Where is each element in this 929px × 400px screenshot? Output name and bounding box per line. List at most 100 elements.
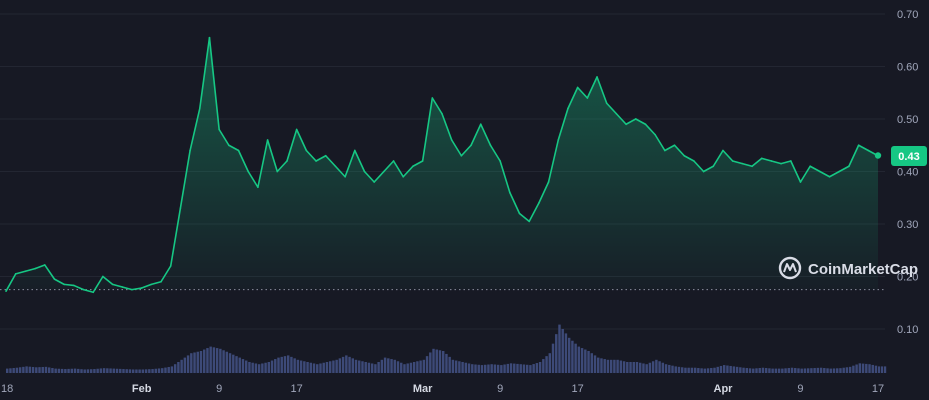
price-line-segment [441,112,453,141]
volume-bar [374,364,377,373]
volume-bar [700,368,703,373]
volume-bar [280,356,283,373]
volume-bar [622,361,626,373]
volume-bar [345,355,348,373]
price-line-segment [789,160,802,183]
price-line-segment [111,283,124,288]
volume-bar [529,365,532,373]
volume-bar [593,355,597,373]
price-line-segment [247,170,259,189]
volume-bar [22,366,25,373]
volume-bar [383,357,387,373]
volume-bar [112,368,116,373]
volume-bar [490,364,493,373]
volume-bar [823,368,826,373]
price-line-segment [857,144,870,152]
volume-bar [293,358,296,373]
price-line-segment [450,139,463,157]
y-tick-label: 0.50 [897,114,918,126]
volume-bar [251,362,254,373]
price-line-segment [460,144,472,157]
price-line-segment [315,154,327,162]
price-line-segment [218,128,230,147]
volume-bar [73,368,77,373]
volume-bar [745,368,749,373]
volume-bar [664,364,668,373]
volume-bar [493,364,497,373]
x-tick-label: 17 [572,383,584,395]
volume-bar [128,369,132,373]
volume-bar [86,369,90,373]
price-line-segment [266,139,279,173]
volume-bar [836,368,839,373]
volume-bar [199,351,203,373]
volume-bar [54,368,57,373]
volume-bar [535,363,539,373]
volume-bar [83,369,86,373]
volume-bar [396,361,400,373]
volume-bar [332,360,335,373]
volume-bar [719,365,723,373]
volume-bar [758,368,761,373]
volume-bar [525,364,529,373]
volume-bar [774,368,778,373]
volume-bar [154,368,157,373]
volume-bar [319,363,322,373]
volume-bar [639,362,642,373]
price-line-segment [654,133,666,152]
price-line-segment [819,170,831,178]
volume-bar [768,368,771,373]
volume-bar [555,334,558,373]
price-line-segment [557,107,569,141]
price-line-segment [286,128,298,162]
volume-bar [693,367,697,373]
volume-bar [587,351,590,373]
price-line-segment [373,170,385,183]
volume-bar [286,355,290,373]
price-line-segment [257,139,269,189]
price-line-segment [499,160,511,194]
volume-bar [629,362,632,373]
volume-bar [167,366,170,373]
volume-bar [651,361,655,373]
volume-bar [658,361,661,373]
price-line-segment [43,264,56,280]
volume-bar [519,364,522,373]
volume-bar [806,368,810,373]
volume-bar [732,366,736,373]
volume-bar [328,361,332,373]
volume-bar [474,364,477,373]
volume-bar [483,364,487,373]
volume-bar [51,368,54,373]
volume-bar [884,366,887,373]
volume-bar [752,368,755,373]
coinmarketcap-watermark: CoinMarketCap [778,256,918,280]
volume-bar [28,366,32,373]
price-line-segment [295,128,308,152]
price-line-segment [509,191,521,215]
y-tick-label: 0.10 [897,324,918,336]
volume-bar [235,356,238,373]
volume-bar [852,365,855,373]
price-line-segment [722,149,734,162]
volume-bar [632,362,635,373]
volume-bar [244,360,248,373]
x-tick-label: 17 [872,383,884,395]
price-line-segment [5,273,17,293]
x-tick-label: Apr [714,383,734,395]
y-axis: 0.10 0.20 0.30 0.40 0.50 0.60 0.70 [897,9,918,336]
price-line-segment [780,160,792,165]
volume-bar [761,367,765,373]
volume-bar [412,362,416,373]
price-line-segment [489,144,501,162]
price-line [5,36,879,294]
volume-bar [687,367,690,373]
volume-bar [755,368,758,373]
volume-bar [432,348,435,373]
y-tick-label: 0.20 [897,272,918,284]
price-line-segment [344,149,356,178]
volume-bar [303,361,306,373]
volume-bar [186,355,190,373]
volume-bar [739,367,742,373]
